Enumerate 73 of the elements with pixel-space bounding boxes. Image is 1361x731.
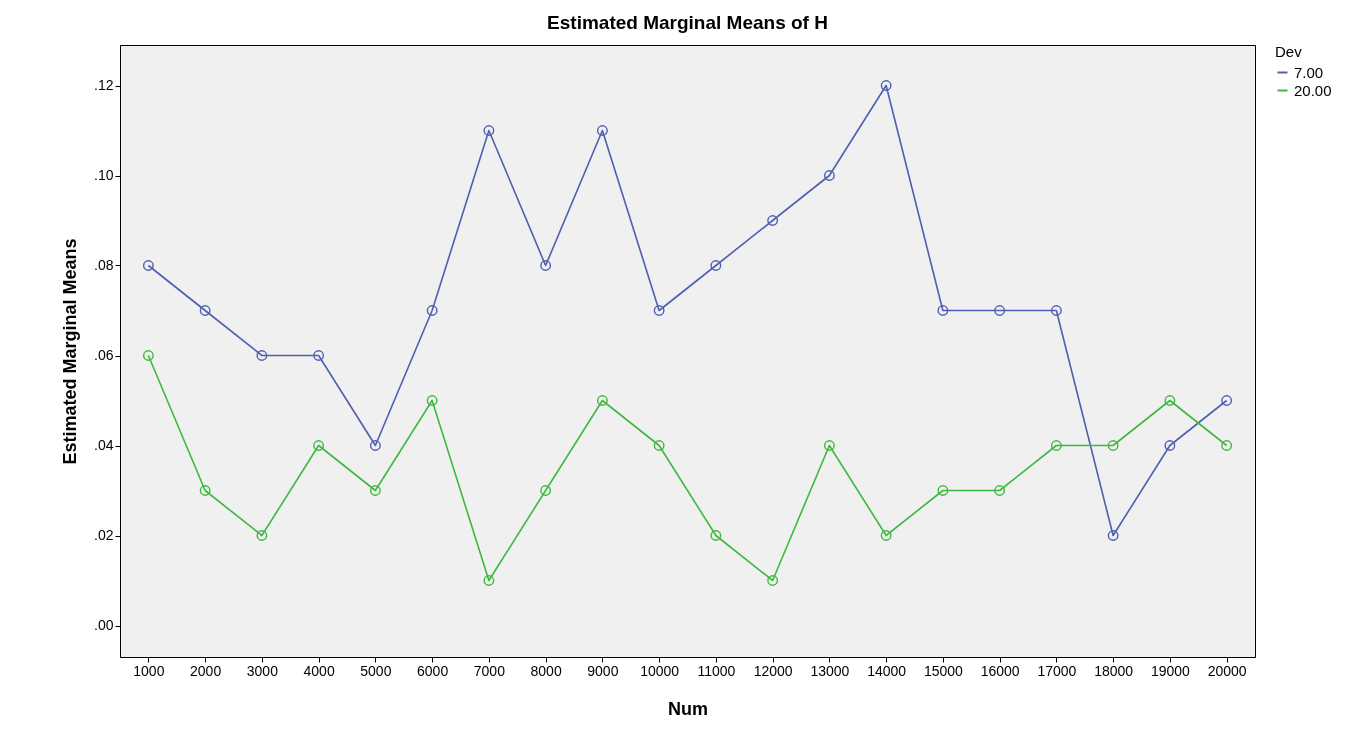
point [767,215,779,226]
point [369,485,381,496]
point [1164,395,1176,406]
y-tick-label: .00 [94,617,114,633]
point [596,125,608,136]
y-tick-label: .12 [94,77,114,93]
x-tick-label: 4000 [303,662,335,679]
point [937,485,949,496]
y-tick-label: .06 [94,347,114,363]
x-tick-label: 10000 [640,662,680,679]
point [1107,530,1119,541]
y-tick-label: .02 [94,527,114,543]
x-tick-label: 11000 [697,662,736,679]
x-tick-label: 18000 [1094,662,1134,679]
x-tick-label: 15000 [923,662,964,679]
point [1107,440,1119,451]
x-tick-label: 19000 [1150,662,1191,679]
point [540,260,552,271]
point [142,260,154,271]
y-tick-label: .08 [94,257,114,273]
legend-label: 20.00 [1294,81,1332,99]
point [256,350,268,361]
y-axis-title: Estimated Marginal Means [60,238,81,465]
point [767,575,779,586]
point [540,485,552,496]
point [823,170,835,181]
point [313,350,325,361]
point [1221,440,1233,451]
point [994,305,1006,316]
point [369,440,381,451]
x-tick-label: 8000 [530,662,562,679]
x-tick-label: 7000 [473,662,506,679]
point [426,305,438,316]
point [142,350,154,361]
x-tick-label: 2000 [190,662,222,679]
point [1050,440,1062,451]
x-tick-label: 6000 [417,662,449,679]
x-tick-label: 9000 [587,662,619,679]
x-tick-label: 17000 [1037,662,1077,679]
x-tick-label: 12000 [753,662,793,679]
point [653,440,665,451]
x-tick-label: 14000 [867,662,907,679]
x-tick-label: 16000 [980,662,1020,679]
x-tick-label: 3000 [246,662,279,679]
point [880,530,892,541]
point [710,530,722,541]
point [1221,395,1233,406]
point [880,80,892,91]
point [937,305,949,316]
chart-title: Estimated Marginal Means of H [547,12,828,33]
point [313,440,325,451]
point [596,395,608,406]
point [653,305,665,316]
legend-label: 7.00 [1294,63,1324,81]
x-axis-title: Num [668,698,708,719]
x-tick-label: 5000 [360,662,392,679]
point [823,440,835,451]
point [199,305,211,316]
x-tick-label: 1000 [133,662,165,679]
point [426,395,438,406]
point [710,260,722,271]
point [256,530,268,541]
x-tick-label: 13000 [810,662,850,679]
point [483,575,495,586]
x-tick-label: 20000 [1207,662,1247,679]
point [1164,440,1176,451]
point [483,125,495,136]
point [994,485,1006,496]
y-tick-label: .10 [94,167,114,183]
point [199,485,211,496]
y-tick-label: .04 [94,437,114,453]
legend-title: Dev [1275,43,1303,60]
point [1050,305,1062,316]
